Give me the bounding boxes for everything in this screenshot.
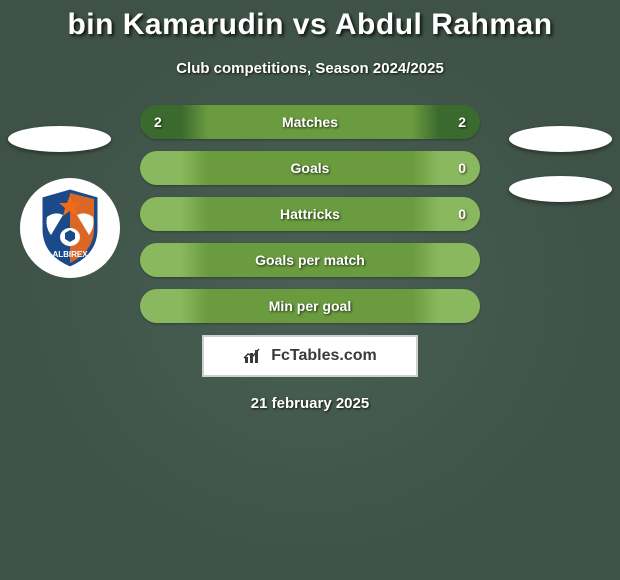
- stat-label: Matches: [282, 114, 338, 130]
- badge-circle: ALBIREX: [20, 178, 120, 278]
- page-subtitle: Club competitions, Season 2024/2025: [0, 60, 620, 77]
- stat-row: Min per goal: [0, 289, 620, 323]
- stat-bar: Goals per match: [140, 243, 480, 277]
- side-ellipse-right-2: [509, 176, 612, 202]
- page-title: bin Kamarudin vs Abdul Rahman: [0, 8, 620, 42]
- shield-icon: ALBIREX: [35, 187, 105, 269]
- stat-value-left: 2: [154, 114, 162, 130]
- stat-bar: Min per goal: [140, 289, 480, 323]
- stat-value-right: 0: [458, 160, 466, 176]
- stat-label: Hattricks: [280, 206, 340, 222]
- chart-icon: [243, 347, 265, 365]
- stat-label: Min per goal: [269, 298, 351, 314]
- stat-bar: Hattricks 0: [140, 197, 480, 231]
- club-badge: ALBIREX: [20, 178, 120, 294]
- watermark-text: FcTables.com: [271, 347, 377, 365]
- stat-value-right: 2: [458, 114, 466, 130]
- watermark-badge: FcTables.com: [202, 335, 418, 377]
- stat-label: Goals: [291, 160, 330, 176]
- stat-bar: Matches 2 2: [140, 105, 480, 139]
- side-ellipse-right-1: [509, 126, 612, 152]
- stat-value-right: 0: [458, 206, 466, 222]
- infographic-date: 21 february 2025: [0, 395, 620, 412]
- stat-label: Goals per match: [255, 252, 365, 268]
- svg-text:ALBIREX: ALBIREX: [52, 250, 88, 259]
- side-ellipse-left: [8, 126, 111, 152]
- stat-bar: Goals 0: [140, 151, 480, 185]
